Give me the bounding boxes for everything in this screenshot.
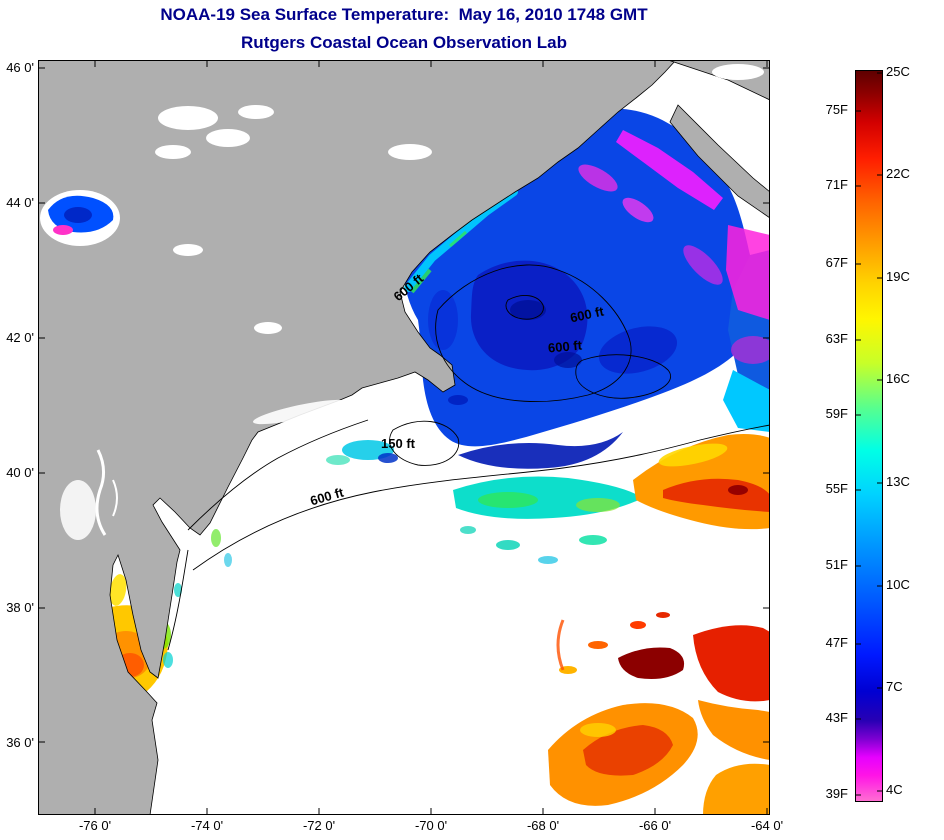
page-subtitle: Rutgers Coastal Ocean Observation Lab	[241, 33, 567, 52]
colorbar-f-label: 75F	[825, 102, 848, 117]
colorbar-ticks	[856, 72, 882, 796]
y-axis-ticks	[38, 67, 770, 743]
x-tick-label: -66 0'	[638, 818, 672, 833]
bathymetry-contours	[167, 264, 771, 651]
contour-label-600ft: 600 ft	[569, 304, 606, 326]
lake-ontario	[40, 190, 120, 246]
x-tick-label: -74 0'	[190, 818, 224, 833]
colorbar-f-label: 71F	[825, 177, 848, 192]
colorbar-f-label: 43F	[825, 710, 848, 725]
x-tick-label: -76 0'	[78, 818, 112, 833]
long-island-sound	[253, 399, 347, 425]
y-tick-label: 36 0'	[6, 735, 34, 750]
colorbar-c-label: 19C	[886, 269, 910, 284]
colorbar-f-label: 51F	[825, 557, 848, 572]
colorbar-f-label: 47F	[825, 635, 848, 650]
y-tick-label: 44 0'	[6, 195, 34, 210]
y-tick-label: 40 0'	[6, 465, 34, 480]
sst-map-plot: 600 ft 600 ft 600 ft 600 ft 150 ft	[37, 59, 775, 816]
y-tick-label: 38 0'	[6, 600, 34, 615]
x-tick-label: -68 0'	[526, 818, 560, 833]
colorbar-f-label: 67F	[825, 255, 848, 270]
sst-map-svg: 600 ft 600 ft 600 ft 600 ft 150 ft	[37, 59, 775, 816]
colorbar-c-label: 16C	[886, 371, 910, 386]
colorbar-f-label: 59F	[825, 406, 848, 421]
y-tick-label: 42 0'	[6, 330, 34, 345]
colorbar-c-label: 4C	[886, 782, 903, 797]
colorbar-f-label: 39F	[825, 786, 848, 801]
colorbar-f-label: 55F	[825, 481, 848, 496]
y-tick-label: 46 0'	[6, 60, 34, 75]
colorbar-f-label: 63F	[825, 331, 848, 346]
colorbar-c-label: 25C	[886, 64, 910, 79]
colorbar-c-label: 7C	[886, 679, 903, 694]
sst-data-regions	[75, 102, 775, 815]
cloud-patches	[60, 64, 764, 540]
colorbar-c-label: 22C	[886, 166, 910, 181]
colorbar-c-label: 13C	[886, 474, 910, 489]
plot-frame	[38, 60, 770, 815]
colorbar-c-label: 10C	[886, 577, 910, 592]
temperature-colorbar	[855, 70, 883, 802]
x-tick-label: -64 0'	[750, 818, 784, 833]
page-title: NOAA-19 Sea Surface Temperature: May 16,…	[160, 5, 648, 24]
contour-label-600ft: 600 ft	[547, 337, 583, 355]
contour-label-150ft: 150 ft	[381, 436, 416, 451]
x-axis-ticks	[94, 60, 768, 815]
x-tick-label: -72 0'	[302, 818, 336, 833]
x-tick-label: -70 0'	[414, 818, 448, 833]
